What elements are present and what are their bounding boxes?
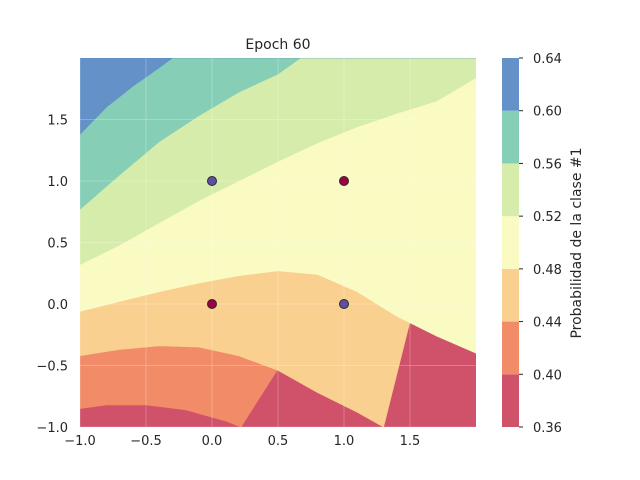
x-tick-label-5: 1.5 bbox=[400, 434, 421, 449]
y-tick-label-0: −1.0 bbox=[36, 421, 68, 436]
colorbar-tick-label-2: 0.44 bbox=[533, 316, 562, 331]
chart-title: Epoch 60 bbox=[245, 37, 310, 53]
colorbar-tick-label-1: 0.40 bbox=[533, 368, 562, 383]
data-point-2 bbox=[207, 299, 217, 309]
x-tick-label-4: 1.0 bbox=[334, 434, 355, 449]
colorbar-label: Probabilidad de la clase #1 bbox=[569, 147, 585, 338]
colorbar-segment-4 bbox=[502, 163, 519, 217]
y-tick-label-3: 0.5 bbox=[47, 237, 68, 252]
colorbar-tick-label-7: 0.64 bbox=[533, 52, 562, 67]
x-tick-label-2: 0.0 bbox=[202, 434, 223, 449]
x-tick-label-0: −1.0 bbox=[64, 434, 96, 449]
colorbar-tick-label-6: 0.60 bbox=[533, 105, 562, 120]
colorbar-segment-3 bbox=[502, 216, 519, 269]
colorbar-segment-5 bbox=[502, 110, 519, 164]
colorbar-ticks: 0.36 0.40 0.44 0.48 0.52 0.56 0.60 0.64 bbox=[519, 52, 562, 436]
contour-band-5 bbox=[80, 58, 476, 210]
x-tick-label-1: −0.5 bbox=[130, 434, 162, 449]
data-point-0 bbox=[207, 176, 217, 186]
y-tick-label-4: 1.0 bbox=[47, 175, 68, 190]
colorbar-tick-label-4: 0.52 bbox=[533, 210, 562, 225]
y-tick-label-1: −0.5 bbox=[36, 360, 68, 375]
x-axis: −1.0 −0.5 0.0 0.5 1.0 1.5 bbox=[64, 434, 420, 449]
grid-lines bbox=[80, 58, 476, 427]
x-tick-label-3: 0.5 bbox=[268, 434, 289, 449]
y-tick-label-2: 0.0 bbox=[47, 298, 68, 313]
contour-band-6 bbox=[80, 58, 476, 135]
colorbar-tick-label-5: 0.56 bbox=[533, 157, 562, 172]
y-tick-label-5: 1.5 bbox=[47, 114, 68, 129]
colorbar-segment-6 bbox=[502, 58, 519, 111]
colorbar bbox=[502, 58, 519, 427]
data-point-3 bbox=[339, 299, 349, 309]
colorbar-tick-label-3: 0.48 bbox=[533, 263, 562, 278]
contour-bands bbox=[80, 58, 476, 427]
y-axis: −1.0 −0.5 0.0 0.5 1.0 1.5 bbox=[36, 114, 68, 437]
colorbar-segment-0 bbox=[502, 374, 519, 427]
colorbar-segment-1 bbox=[502, 321, 519, 375]
colorbar-tick-label-0: 0.36 bbox=[533, 421, 562, 436]
colorbar-segment-2 bbox=[502, 268, 519, 322]
plot-area bbox=[80, 58, 476, 427]
data-points bbox=[207, 176, 349, 309]
data-point-1 bbox=[339, 176, 349, 186]
